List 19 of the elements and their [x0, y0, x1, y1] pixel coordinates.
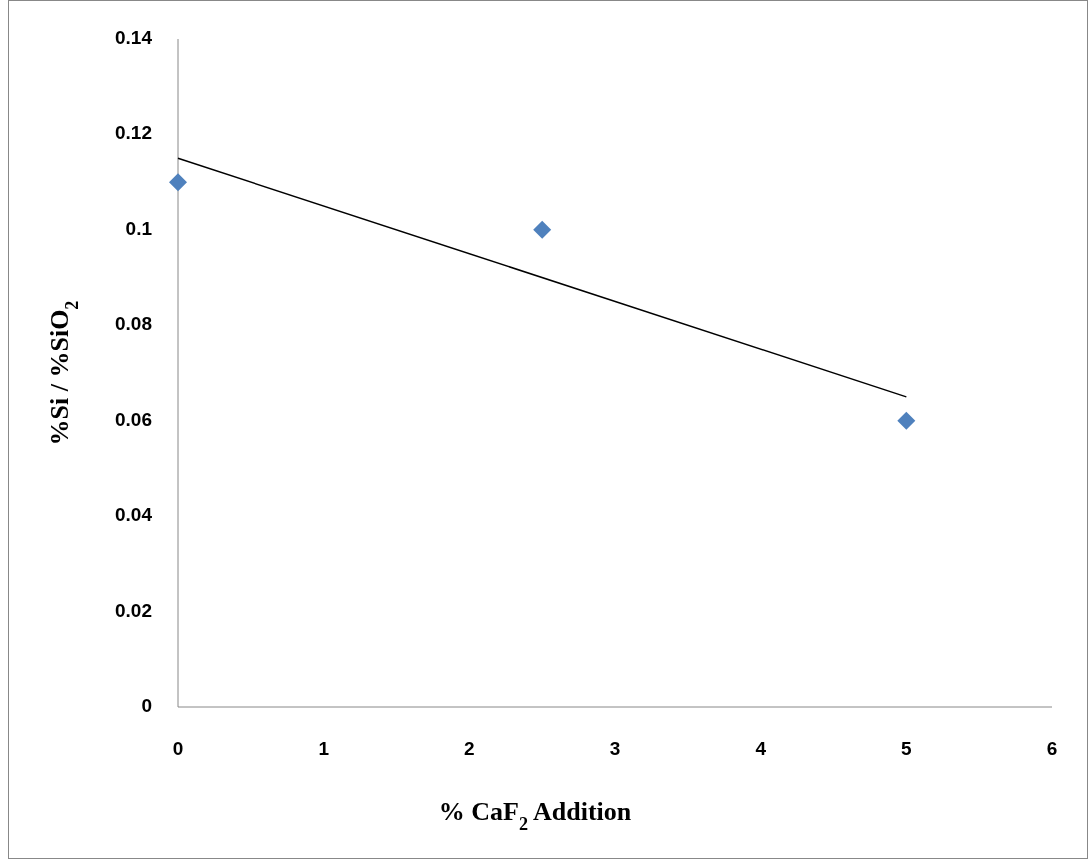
x-tick-label: 6 — [1046, 738, 1058, 759]
y-tick-label: 0.06 — [115, 408, 152, 430]
y-tick-label: 0.02 — [115, 599, 152, 621]
y-tick-label: 0.14 — [115, 27, 153, 49]
x-tick-label: 5 — [901, 738, 913, 759]
y-tick-label: 0.12 — [115, 122, 152, 144]
y-tick-label: 0.04 — [115, 504, 153, 526]
x-tick-label: 4 — [755, 738, 767, 759]
point — [169, 173, 187, 192]
x-tick-label: 3 — [609, 738, 621, 759]
point — [533, 220, 552, 239]
x-tick-label: 0 — [172, 738, 184, 759]
x-tick-label: 1 — [318, 738, 330, 759]
y-tick-label: 0.08 — [115, 313, 152, 335]
y-tick-label: 0.1 — [125, 217, 153, 239]
y-tick-label: 0 — [141, 695, 152, 717]
x-tick-label: 2 — [464, 738, 475, 759]
x-axis-title: % CaF$_{2}$ Addition — [438, 797, 632, 834]
point — [897, 411, 916, 430]
